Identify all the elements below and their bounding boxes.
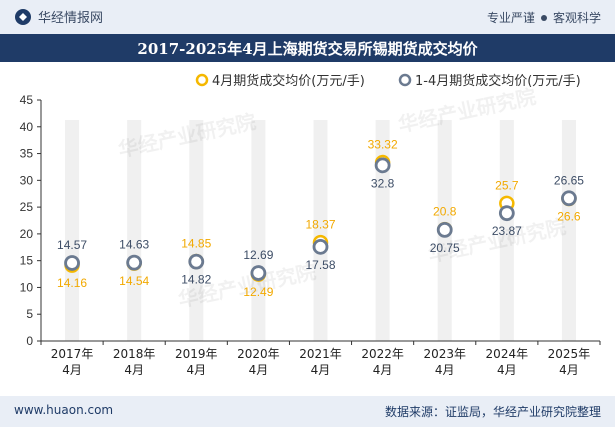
data-label-series-1: 14.85 bbox=[181, 236, 211, 250]
legend-label-series-1: 4月期货成交均价(万元/手) bbox=[212, 73, 365, 89]
data-label-series-2: 23.87 bbox=[492, 224, 522, 238]
chart-plot: 华经产业研究院 华经产业研究院华经产业研究院华经产业研究院051015202530… bbox=[20, 73, 601, 377]
x-tick-label: 2018年 4月 bbox=[113, 347, 156, 377]
data-label-series-1: 25.7 bbox=[495, 178, 519, 192]
category-band bbox=[65, 120, 80, 341]
tag-objective: 客观科学 bbox=[552, 11, 601, 25]
x-tick-label: 2023年 4月 bbox=[423, 347, 466, 377]
category-band bbox=[375, 120, 390, 341]
data-label-series-1: 12.49 bbox=[243, 285, 273, 299]
point-series-2 bbox=[374, 157, 391, 174]
watermark-text: 华经产业研究院 bbox=[396, 84, 538, 137]
category-band bbox=[127, 120, 142, 341]
category-band bbox=[189, 120, 204, 341]
data-label-series-1: 14.16 bbox=[57, 276, 87, 290]
tag-rigorous: 专业严谨 bbox=[486, 11, 535, 25]
legend-label-series-2: 1-4月期货成交均价(万元/手) bbox=[415, 73, 581, 89]
y-tick-label: 35 bbox=[20, 147, 34, 161]
category-band bbox=[313, 120, 328, 341]
y-tick-label: 25 bbox=[20, 200, 34, 214]
footer-source: 数据来源：证监局，华经产业研究院整理 bbox=[384, 405, 601, 419]
y-tick-label: 20 bbox=[20, 227, 34, 241]
x-tick-label: 2022年 4月 bbox=[361, 347, 404, 377]
legend-marker-series-2 bbox=[398, 73, 412, 87]
point-series-2 bbox=[436, 221, 453, 238]
data-label-series-2: 26.65 bbox=[554, 173, 584, 187]
x-tick-label: 2024年 4月 bbox=[486, 347, 529, 377]
y-tick-label: 0 bbox=[26, 334, 33, 348]
x-tick-label: 2021年 4月 bbox=[299, 347, 342, 377]
point-series-2 bbox=[64, 255, 80, 271]
title-bar: 2017-2025年4月上海期货交易所锡期货成交均价 bbox=[0, 34, 615, 62]
y-tick-label: 15 bbox=[20, 254, 34, 268]
legend-marker-series-1 bbox=[195, 73, 209, 87]
data-label-series-2: 17.58 bbox=[305, 258, 335, 272]
data-label-series-1: 26.6 bbox=[557, 210, 581, 224]
point-series-2 bbox=[126, 254, 143, 271]
brand-logo-icon bbox=[15, 8, 31, 25]
point-series-2 bbox=[312, 238, 329, 255]
x-tick-label: 2017年 4月 bbox=[51, 347, 94, 377]
point-series-2 bbox=[561, 190, 577, 207]
data-label-series-2: 14.82 bbox=[181, 273, 211, 287]
x-tick-label: 2020年 4月 bbox=[237, 347, 280, 377]
data-label-series-2: 20.75 bbox=[430, 241, 460, 255]
category-band bbox=[251, 120, 266, 341]
tagline: 专业严谨 客观科学 bbox=[487, 9, 601, 26]
header-bar: 华经情报网 专业严谨 客观科学 bbox=[0, 0, 615, 34]
point-series-2 bbox=[250, 265, 267, 281]
data-label-series-2: 12.69 bbox=[243, 248, 273, 262]
brand: 华经情报网 bbox=[14, 7, 103, 26]
data-label-series-1: 20.8 bbox=[433, 205, 457, 219]
watermark-text: 华经产业研究院 bbox=[116, 109, 258, 162]
data-label-series-2: 14.57 bbox=[57, 238, 87, 252]
category-band bbox=[561, 120, 576, 341]
data-label-series-1: 18.37 bbox=[305, 218, 335, 232]
category-band bbox=[499, 120, 514, 341]
chart-title: 2017-2025年4月上海期货交易所锡期货成交均价 bbox=[137, 39, 478, 58]
y-tick-label: 10 bbox=[20, 280, 34, 294]
footer-site: www.huaon.com bbox=[14, 403, 114, 417]
y-tick-label: 45 bbox=[20, 93, 34, 107]
y-tick-label: 30 bbox=[20, 173, 34, 187]
brand-name: 华经情报网 bbox=[38, 11, 104, 26]
x-tick-label: 2025年 4月 bbox=[548, 347, 591, 377]
bullet-dot-icon bbox=[540, 14, 547, 21]
point-series-2 bbox=[188, 253, 205, 270]
y-tick-label: 5 bbox=[26, 307, 33, 321]
x-tick-label: 2019年 4月 bbox=[175, 347, 218, 377]
data-label-series-2: 14.63 bbox=[119, 238, 149, 252]
footer-bar: www.huaon.com 数据来源：证监局，华经产业研究院整理 bbox=[0, 396, 615, 427]
data-label-series-2: 32.8 bbox=[371, 176, 395, 190]
data-label-series-1: 33.32 bbox=[368, 138, 398, 152]
data-label-series-1: 14.54 bbox=[119, 274, 149, 288]
point-series-2 bbox=[498, 205, 515, 222]
y-tick-label: 40 bbox=[20, 120, 34, 134]
